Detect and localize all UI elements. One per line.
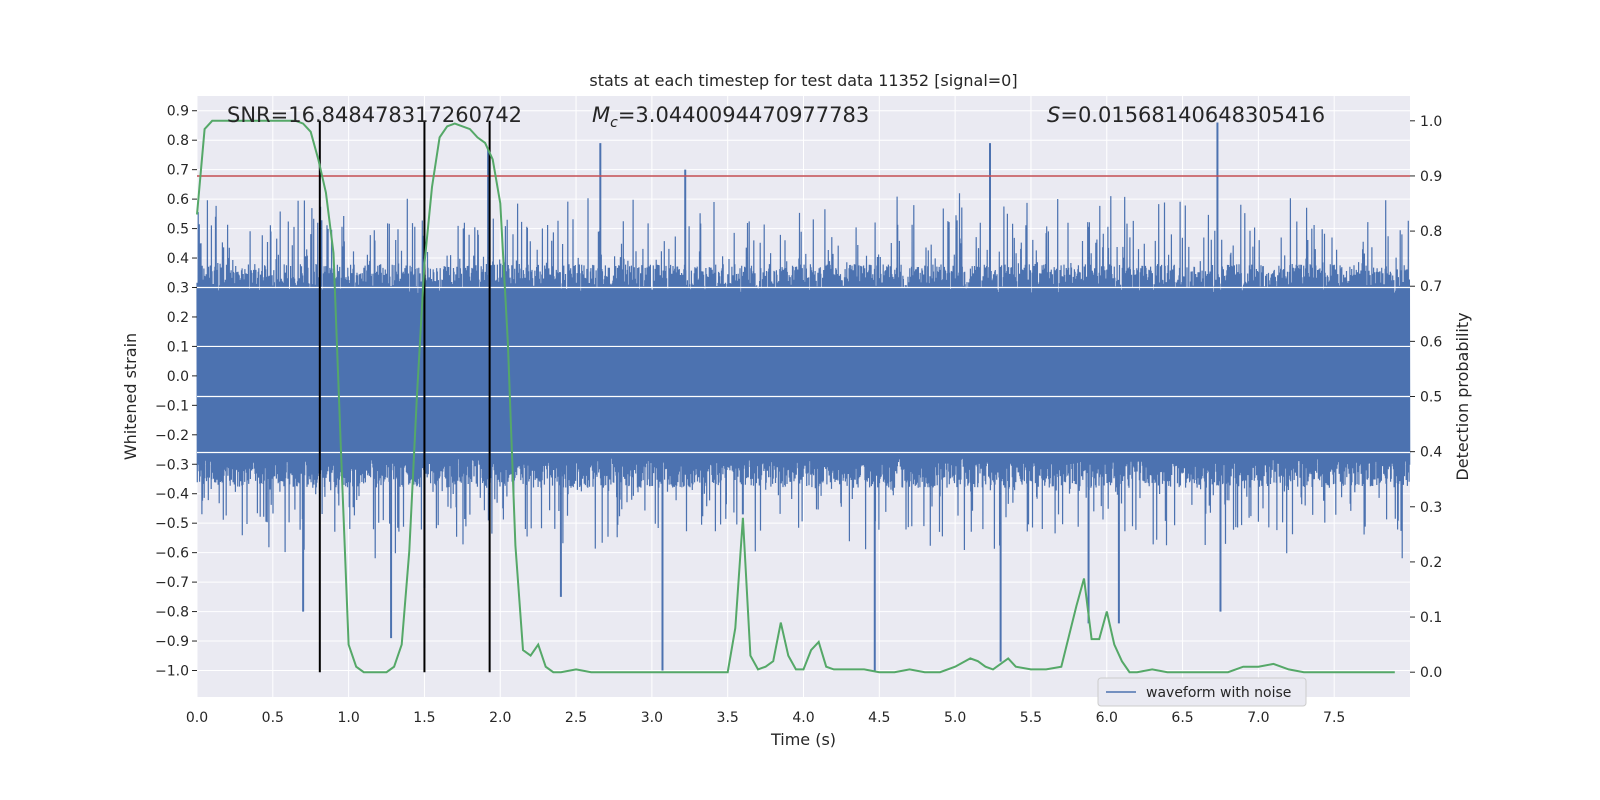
probability-line (196, 119, 1395, 674)
y-tick-label: −0.6 (155, 546, 189, 562)
y-right-tick-label: 0.7 (1420, 279, 1442, 295)
y-tick-label: −1.0 (155, 663, 189, 679)
y-axis-label: Whitened strain (121, 333, 140, 460)
y-right-tick-label: 0.4 (1420, 445, 1442, 461)
legend-entry: waveform with noise (1146, 685, 1291, 701)
x-tick-label: 4.0 (792, 710, 814, 726)
y-tick-label: 0.1 (167, 339, 189, 355)
x-tick-label: 6.0 (1096, 710, 1118, 726)
y-right-tick-label: 0.6 (1420, 334, 1442, 350)
y-tick-label: 0.2 (167, 310, 189, 326)
legend-box (1097, 677, 1307, 707)
waveform-band (197, 293, 1410, 459)
y-tick-label: 0.5 (167, 222, 189, 238)
y-right-tick-label: 0.1 (1420, 610, 1442, 626)
y-tick-label: 0.9 (167, 104, 189, 120)
x-tick-label: 2.5 (565, 710, 587, 726)
y-right-tick-label: 0.3 (1420, 500, 1442, 516)
x-tick-label: 7.5 (1323, 710, 1345, 726)
y-tick-label: −0.7 (155, 575, 189, 591)
x-tick-label: 5.0 (944, 710, 966, 726)
s-annotation: S=0.01568140648305416 (1047, 103, 1325, 127)
y-axis-label-right: Detection probability (1453, 312, 1472, 480)
chart-title: stats at each timestep for test data 113… (589, 71, 1017, 90)
y-right-tick-label: 0.8 (1420, 224, 1442, 240)
y-tick-label: 0.4 (167, 251, 189, 267)
x-tick-label: 3.0 (641, 710, 663, 726)
marker-layer (197, 120, 1410, 673)
x-tick-label: 2.0 (489, 710, 511, 726)
y-right-tick-label: 0.2 (1420, 555, 1442, 571)
s-symbol: S (1047, 103, 1060, 127)
y-tick-label: 0.3 (167, 280, 189, 296)
x-tick-label: 7.0 (1247, 710, 1269, 726)
y-tick-label: 0.0 (167, 369, 189, 385)
snr-annotation: SNR=16.848478317260742 (227, 103, 522, 127)
y-right-tick-label: 0.0 (1420, 665, 1442, 681)
x-tick-label: 6.5 (1171, 710, 1193, 726)
x-tick-label: 0.0 (186, 710, 208, 726)
y-right-tick-label: 0.9 (1420, 169, 1442, 185)
chirp-mass-annotation: Mc=3.0440094470977783 (592, 103, 869, 131)
x-tick-label: 1.0 (337, 710, 359, 726)
y-tick-label: −0.3 (155, 457, 189, 473)
y-tick-label: 0.8 (167, 133, 189, 149)
x-axis-label: Time (s) (770, 730, 836, 749)
mc-subscript: c (610, 115, 618, 131)
y-tick-label: −0.4 (155, 487, 189, 503)
y-tick-label: −0.1 (155, 398, 189, 414)
mc-value: =3.0440094470977783 (618, 103, 869, 127)
probability-series (196, 119, 1395, 674)
y-tick-label: −0.2 (155, 428, 189, 444)
y-right-tick-label: 0.5 (1420, 390, 1442, 406)
y-tick-label: −0.8 (155, 605, 189, 621)
x-tick-label: 4.5 (868, 710, 890, 726)
x-tick-label: 5.5 (1020, 710, 1042, 726)
y-tick-label: 0.7 (167, 163, 189, 179)
tick-layer: 0.0 0.5 1.0 1.5 2.0 2.5 3.0 3.5 4.0 4.5 5.0 5.5 6.0 6… (155, 104, 1442, 726)
waveform-series (196, 122, 1411, 671)
mc-symbol: M (592, 103, 610, 127)
x-tick-label: 0.5 (262, 710, 284, 726)
y-right-tick-label: 1.0 (1420, 114, 1442, 130)
x-tick-label: 1.5 (413, 710, 435, 726)
grid-overlay (197, 286, 1410, 454)
s-value: =0.01568140648305416 (1060, 103, 1325, 127)
x-tick-label: 3.5 (717, 710, 739, 726)
legend: waveform with noise (1097, 677, 1307, 707)
y-tick-label: 0.6 (167, 192, 189, 208)
y-tick-label: −0.5 (155, 516, 189, 532)
y-tick-label: −0.9 (155, 634, 189, 650)
